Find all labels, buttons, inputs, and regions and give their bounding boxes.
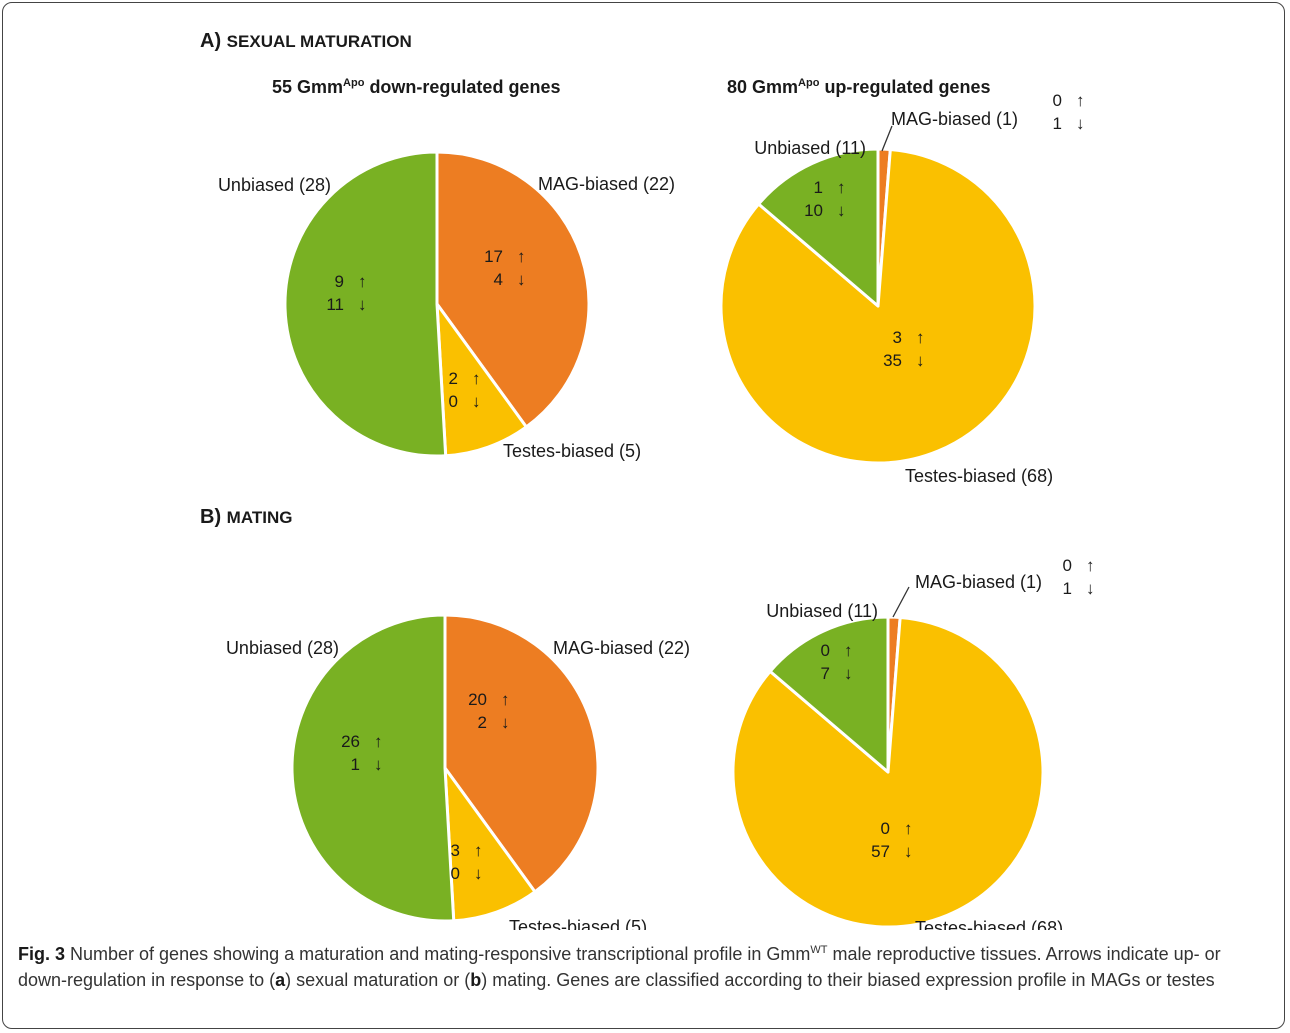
pie-slice-unbiased xyxy=(768,615,890,774)
slice-unbiased-down-arrow: ↓ xyxy=(837,201,846,220)
slice-mag-biased-up-arrow: ↑ xyxy=(1086,556,1095,575)
caption-a: a xyxy=(275,970,286,990)
slice-label-mag-biased: MAG-biased (1) xyxy=(891,109,1018,129)
section-b-letter: B) xyxy=(200,506,222,528)
slice-testes-biased-up-count: 3 xyxy=(451,841,460,860)
pie-chart-3: MAG-biased (22) Testes-biased (5) Unbiased… xyxy=(226,613,690,930)
leader-line xyxy=(881,125,893,152)
slice-label-testes-biased: Testes-biased (68) xyxy=(905,466,1053,486)
pie-slice-unbiased xyxy=(283,150,448,458)
slice-mag-biased-up-count: 0 xyxy=(1063,556,1072,575)
pie-slice-testes-biased xyxy=(435,302,528,458)
pie-chart-2: MAG-biased (1) Testes-biased (68) Unbiased… xyxy=(719,91,1085,486)
slice-unbiased-down-count: 11 xyxy=(326,295,344,314)
pie-charts: MAG-biased (22) Testes-biased (5) Unbiased… xyxy=(218,91,1095,930)
section-a-name: SEXUAL MATURATION xyxy=(226,32,412,51)
slice-mag-biased-down-count: 2 xyxy=(478,713,487,732)
caption-fig-label: Fig. 3 xyxy=(18,944,66,964)
slice-testes-biased-up-count: 2 xyxy=(449,369,458,388)
slice-unbiased-up-count: 26 xyxy=(341,732,360,751)
pie-slice-mag-biased xyxy=(435,150,591,429)
slice-mag-biased-up-arrow: ↑ xyxy=(501,690,510,709)
slice-mag-biased-down-count: 4 xyxy=(494,270,503,289)
slice-mag-biased-up-arrow: ↑ xyxy=(1076,91,1085,110)
slice-testes-biased-down-arrow: ↓ xyxy=(472,392,481,411)
slice-testes-biased-up-count: 3 xyxy=(893,328,902,347)
slice-mag-biased-down-arrow: ↓ xyxy=(517,270,526,289)
up-title-sup: Apo xyxy=(798,77,820,89)
caption-text-3: ) sexual maturation or ( xyxy=(285,970,471,990)
slice-unbiased-up-count: 1 xyxy=(814,178,823,197)
pie-chart-4: MAG-biased (1) Testes-biased (68) Unbiased… xyxy=(731,556,1095,930)
slice-unbiased-up-arrow: ↑ xyxy=(837,178,846,197)
caption-sup: WT xyxy=(810,944,828,956)
slice-unbiased-down-count: 1 xyxy=(351,755,360,774)
slice-mag-biased-down-arrow: ↓ xyxy=(501,713,510,732)
slice-testes-biased-down-arrow: ↓ xyxy=(916,351,925,370)
up-title-post: up-regulated genes xyxy=(819,77,991,97)
down-title-pre: 55 Gmm xyxy=(272,77,344,97)
slice-label-mag-biased: MAG-biased (22) xyxy=(553,638,690,658)
caption-b: b xyxy=(470,970,482,990)
slice-mag-biased-down-count: 1 xyxy=(1063,579,1072,598)
slice-label-unbiased: Unbiased (28) xyxy=(226,638,339,658)
slice-label-mag-biased: MAG-biased (1) xyxy=(915,572,1042,592)
pie-chart-1: MAG-biased (22) Testes-biased (5) Unbiased… xyxy=(218,150,675,461)
slice-unbiased-down-arrow: ↓ xyxy=(358,295,367,314)
slice-unbiased-down-count: 10 xyxy=(804,201,823,220)
slice-label-unbiased: Unbiased (11) xyxy=(766,601,878,621)
slice-mag-biased-up-count: 20 xyxy=(468,690,487,709)
down-regulated-title: 55 GmmApo down-regulated genes xyxy=(272,77,560,98)
slice-unbiased-up-arrow: ↑ xyxy=(358,272,367,291)
slice-unbiased-up-arrow: ↑ xyxy=(374,732,383,751)
slice-testes-biased-down-count: 0 xyxy=(449,392,458,411)
slice-label-mag-biased: MAG-biased (22) xyxy=(538,174,675,194)
slice-unbiased-up-count: 0 xyxy=(821,641,830,660)
section-b-name: MATING xyxy=(226,508,293,527)
caption-text-4: ) mating. Genes are classified according… xyxy=(481,970,1215,990)
down-title-post: down-regulated genes xyxy=(364,77,561,97)
slice-unbiased-down-arrow: ↓ xyxy=(844,664,853,683)
pie-slice-unbiased xyxy=(757,147,880,308)
up-title-pre: 80 Gmm xyxy=(727,77,799,97)
pie-slice-unbiased xyxy=(290,613,456,923)
up-regulated-title: 80 GmmApo up-regulated genes xyxy=(727,77,990,98)
section-a-title: A) SEXUAL MATURATION xyxy=(200,30,412,53)
caption-text-2: male reproductive tissues. Arrows indica… xyxy=(18,944,1221,990)
slice-unbiased-up-arrow: ↑ xyxy=(844,641,853,660)
slice-mag-biased-down-count: 1 xyxy=(1053,114,1062,133)
slice-mag-biased-down-arrow: ↓ xyxy=(1086,579,1095,598)
section-a-letter: A) xyxy=(200,30,222,52)
pie-slice-mag-biased xyxy=(443,613,600,894)
caption-text-1: Number of genes showing a maturation and… xyxy=(65,944,811,964)
slice-unbiased-down-count: 7 xyxy=(821,664,830,683)
slice-unbiased-down-arrow: ↓ xyxy=(374,755,383,774)
slice-label-unbiased: Unbiased (28) xyxy=(218,175,331,195)
down-title-sup: Apo xyxy=(343,77,365,89)
slice-label-testes-biased: Testes-biased (68) xyxy=(915,918,1063,930)
figure-caption: Fig. 3 Number of genes showing a maturat… xyxy=(18,937,1268,993)
slice-unbiased-up-count: 9 xyxy=(335,272,344,291)
slice-testes-biased-up-count: 0 xyxy=(881,819,890,838)
slice-testes-biased-down-count: 35 xyxy=(883,351,902,370)
slice-mag-biased-up-count: 17 xyxy=(484,247,503,266)
slice-label-unbiased: Unbiased (11) xyxy=(754,138,866,158)
slice-testes-biased-up-arrow: ↑ xyxy=(472,369,481,388)
slice-testes-biased-down-arrow: ↓ xyxy=(474,864,483,883)
slice-testes-biased-down-count: 0 xyxy=(451,864,460,883)
slice-testes-biased-up-arrow: ↑ xyxy=(916,328,925,347)
slice-testes-biased-up-arrow: ↑ xyxy=(474,841,483,860)
pie-slice-testes-biased xyxy=(443,766,537,923)
slice-label-testes-biased: Testes-biased (5) xyxy=(509,917,647,930)
slice-testes-biased-up-arrow: ↑ xyxy=(904,819,913,838)
slice-testes-biased-down-count: 57 xyxy=(871,842,890,861)
section-b-title: B) MATING xyxy=(200,506,292,529)
slice-label-testes-biased: Testes-biased (5) xyxy=(503,441,641,461)
slice-mag-biased-up-count: 0 xyxy=(1053,91,1062,110)
leader-line xyxy=(892,586,910,618)
slice-testes-biased-down-arrow: ↓ xyxy=(904,842,913,861)
slice-mag-biased-down-arrow: ↓ xyxy=(1076,114,1085,133)
slice-mag-biased-up-arrow: ↑ xyxy=(517,247,526,266)
